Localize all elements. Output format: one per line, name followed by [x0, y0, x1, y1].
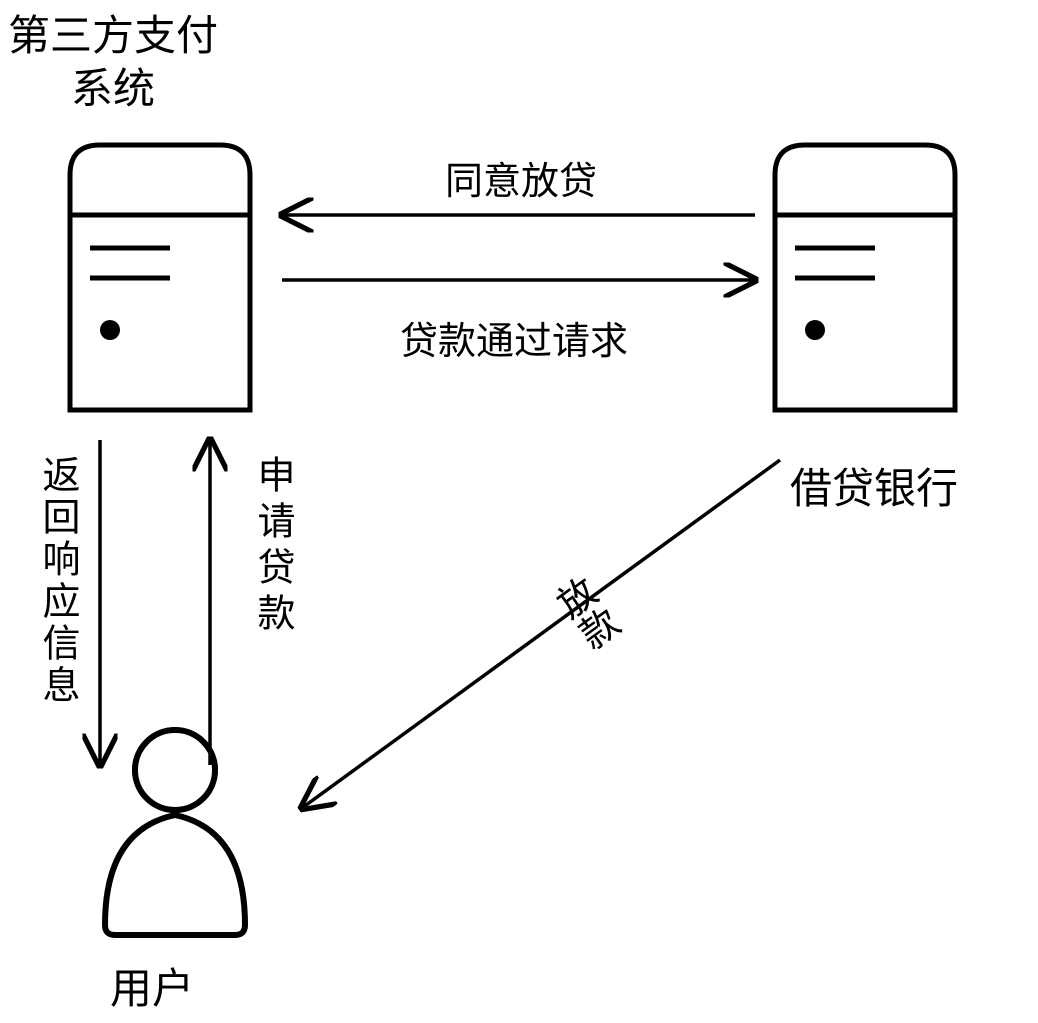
user-person-icon — [105, 730, 245, 935]
user-label: 用户 — [110, 955, 194, 1016]
loan-request-label: 贷款通过请求 — [400, 310, 628, 365]
third-party-payment-label: 第三方支付 系统 — [8, 10, 218, 115]
disburse-arrow — [302, 460, 780, 808]
approve-loan-label: 同意放贷 — [445, 150, 597, 205]
lending-bank-label: 借贷银行 — [790, 455, 958, 516]
third-party-payment-server-icon — [70, 145, 250, 410]
lending-bank-server-icon — [775, 145, 955, 410]
return-response-label: 返回响应信息 — [30, 455, 85, 707]
apply-loan-label: 申请贷款 — [245, 455, 300, 639]
